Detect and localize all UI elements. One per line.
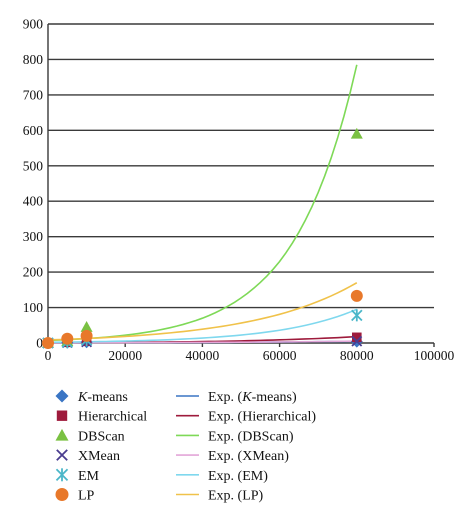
legend-label: DBScan [78, 429, 125, 444]
legend-label: LP [78, 489, 95, 504]
legend-label: Exp. (Hierarchical) [208, 410, 316, 425]
legend-label: Hierarchical [78, 410, 147, 425]
legend-marker-5 [55, 468, 69, 482]
legend-marker-4 [56, 449, 68, 461]
data-point-hierarchical-3 [352, 332, 362, 343]
legend-label: Exp. (DBScan) [208, 429, 294, 444]
y-tick-label: 0 [36, 336, 43, 351]
legend-marker-2 [56, 410, 68, 421]
legend-label: Exp. (XMean) [208, 449, 289, 464]
y-tick-label: 600 [23, 123, 44, 138]
data-point-xmean-3 [351, 335, 363, 347]
trendline-3 [47, 64, 358, 342]
legend-marker-3 [55, 428, 69, 441]
legend-label: Exp. (K-means) [208, 390, 297, 405]
data-point-dbscan-2 [80, 321, 93, 332]
legend-marker-1 [55, 389, 69, 403]
data-point-lp-2 [80, 329, 93, 342]
x-tick-label: 80000 [340, 348, 374, 363]
x-tick-label: 60000 [263, 348, 297, 363]
y-tick-label: 100 [23, 300, 44, 315]
trendline-6 [47, 282, 358, 341]
y-tick-label: 400 [23, 194, 44, 209]
legend-label: XMean [78, 449, 120, 464]
y-tick-label: 700 [23, 87, 44, 102]
trendline-4 [47, 340, 357, 344]
legend-label: Exp. (EM) [208, 469, 268, 484]
data-point-dbscan-3 [350, 127, 363, 139]
y-tick-label: 900 [23, 17, 44, 32]
y-tick-label: 300 [23, 229, 44, 244]
data-point-lp-0 [42, 337, 54, 349]
data-point-lp-1 [61, 332, 74, 345]
data-point-lp-3 [350, 289, 363, 302]
x-tick-label: 0 [45, 348, 52, 363]
y-tick-label: 200 [23, 265, 44, 280]
y-tick-label: 500 [23, 158, 44, 173]
legend-label: EM [78, 469, 100, 484]
y-tick-label: 800 [23, 52, 44, 67]
x-tick-label: 100000 [414, 348, 455, 363]
legend-marker-6 [55, 488, 69, 501]
legend-label: K-means [77, 390, 128, 405]
x-tick-label: 40000 [186, 348, 220, 363]
legend-label: Exp. (LP) [208, 489, 264, 504]
trendline-5 [47, 308, 358, 344]
x-tick-label: 20000 [108, 348, 142, 363]
data-point-em-3 [351, 309, 363, 322]
